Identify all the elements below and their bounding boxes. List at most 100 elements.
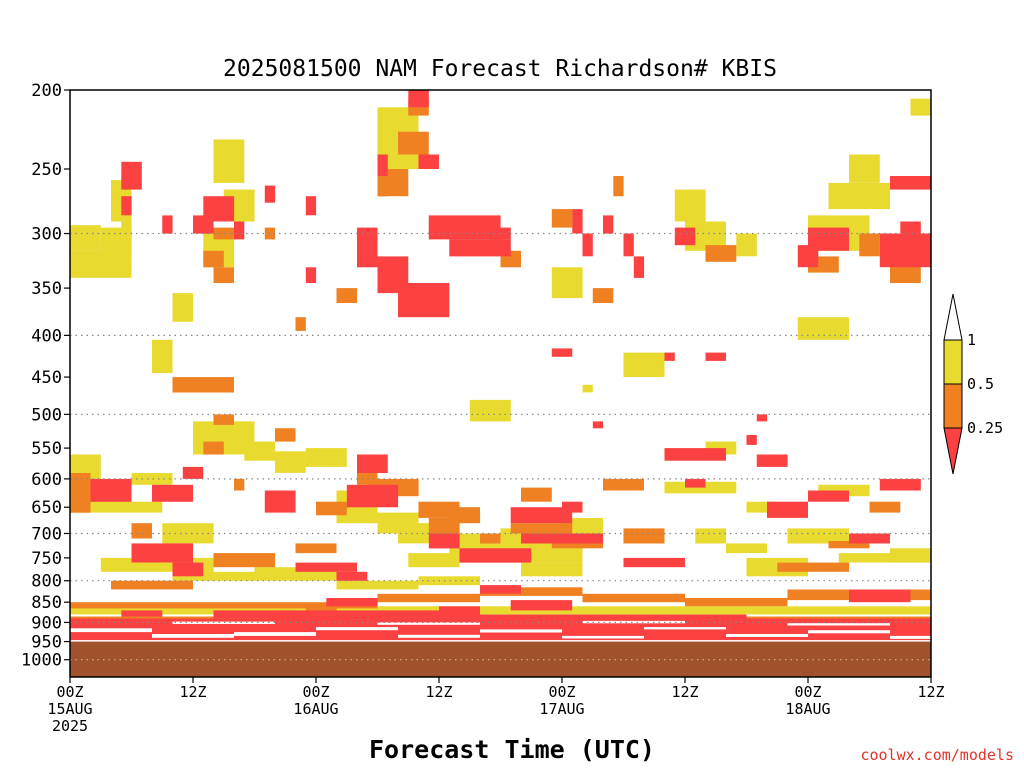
cell-low-10 (398, 283, 450, 318)
cell-mid-5 (234, 478, 245, 491)
cell-high-47 (726, 543, 767, 554)
cell-low-16 (490, 227, 511, 240)
ytick-label: 350 (31, 279, 62, 299)
cell-mid-42 (582, 593, 685, 603)
cell-high-54 (70, 606, 931, 615)
cell-low-42 (510, 507, 573, 524)
cell-low-29 (664, 352, 675, 361)
cell-high-45 (521, 562, 583, 577)
cell-high-52 (336, 580, 419, 590)
ytick-label: 200 (31, 81, 62, 101)
cell-mid-9 (316, 501, 347, 516)
cell-mid-43 (685, 598, 788, 607)
cell-low-43 (562, 501, 583, 513)
cell-gap-11 (70, 640, 931, 642)
cell-low-0 (121, 161, 142, 190)
cell-high-4 (121, 221, 132, 251)
cell-mid-39 (603, 478, 644, 491)
cell-mid-41 (480, 587, 583, 596)
ytick-label: 900 (31, 613, 62, 633)
cell-low-27 (890, 176, 931, 190)
ytick-label: 1000 (21, 651, 62, 671)
ytick-label: 950 (31, 633, 62, 653)
cell-mid-3 (203, 441, 224, 455)
colorbar-segment-high (943, 339, 963, 385)
cell-low-30 (551, 348, 573, 357)
cell-low-36 (152, 484, 193, 502)
cell-high-2 (70, 250, 132, 278)
cell-low-18 (582, 233, 593, 257)
cell-low-12 (408, 90, 429, 108)
cell-low-66 (685, 614, 747, 621)
ytick-label: 450 (31, 368, 62, 388)
cell-gap-5 (480, 629, 562, 633)
x-axis-label: Forecast Time (UTC) (369, 735, 655, 764)
cell-mid-14 (264, 227, 276, 240)
cell-low-13 (418, 154, 439, 169)
cell-mid-40 (377, 593, 480, 603)
cell-mid-30 (859, 233, 880, 257)
gridlines (70, 232, 931, 661)
cell-low-4 (121, 196, 132, 216)
cell-gap-3 (316, 627, 398, 631)
cell-mid-49 (459, 507, 480, 518)
xtick-label: 16AUG (293, 700, 338, 718)
cell-gap-13 (377, 622, 480, 625)
y-axis-ticks: 200 250 300 350 400 450 500 550 600 650 700 750 8008… (21, 81, 70, 671)
cell-low-61 (510, 600, 573, 611)
cell-low-50 (295, 562, 357, 572)
cell-mid-37 (295, 543, 337, 554)
cell-mid-52 (305, 606, 337, 615)
cell-high-53 (418, 576, 480, 586)
xtick-label: 00Z (794, 683, 821, 701)
cell-high-21 (469, 399, 511, 422)
cell-high-23 (582, 384, 593, 393)
cell-low-46 (808, 490, 849, 502)
cell-high-43 (838, 553, 901, 563)
cell-high-28 (275, 451, 306, 473)
cell-gap-7 (644, 627, 726, 630)
cell-low-47 (879, 478, 921, 491)
cell-high-41 (787, 528, 849, 544)
cell-gap-15 (787, 623, 890, 626)
cell-low-25 (879, 233, 932, 268)
cell-mid-2 (131, 523, 152, 539)
xtick-label: 12Z (917, 683, 944, 701)
cell-mid-17 (336, 288, 357, 303)
cell-low-41 (428, 533, 460, 549)
cell-low-53 (767, 501, 808, 518)
cell-high-44 (890, 548, 931, 563)
colorbar-label: 0.5 (967, 375, 994, 393)
cell-high-11 (551, 267, 583, 299)
cell-mid-35 (510, 523, 573, 534)
cell-gap-8 (726, 634, 808, 637)
cell-mid-51 (623, 528, 665, 544)
cell-high-20 (623, 352, 665, 377)
ytick-label: 250 (31, 160, 62, 180)
cell-high-8 (172, 293, 193, 322)
ytick-label: 800 (31, 572, 62, 592)
cell-mid-47 (172, 377, 234, 393)
cell-low-21 (633, 256, 645, 278)
xtick-label: 12Z (671, 683, 698, 701)
ytick-label: 750 (31, 549, 62, 569)
xtick-label: 15AUG (47, 700, 92, 718)
cell-low-11 (377, 154, 388, 176)
cell-low-39 (357, 454, 388, 473)
cell-high-17 (849, 154, 880, 183)
cell-low-48 (131, 543, 193, 563)
plot-frame (69, 89, 932, 678)
colorbar-label: 1 (967, 331, 976, 349)
cell-mid-33 (828, 541, 870, 549)
cell-low-17 (572, 209, 583, 234)
cell-low-34 (756, 414, 768, 422)
cell-low-14 (428, 215, 501, 240)
cell-low-63 (849, 589, 911, 603)
cell-mid-12 (521, 487, 552, 502)
cell-low-24 (808, 227, 849, 251)
cell-low-3 (162, 215, 173, 234)
cell-low-37 (182, 466, 204, 479)
cell-low-32 (305, 196, 317, 216)
cell-low-19 (603, 215, 614, 234)
